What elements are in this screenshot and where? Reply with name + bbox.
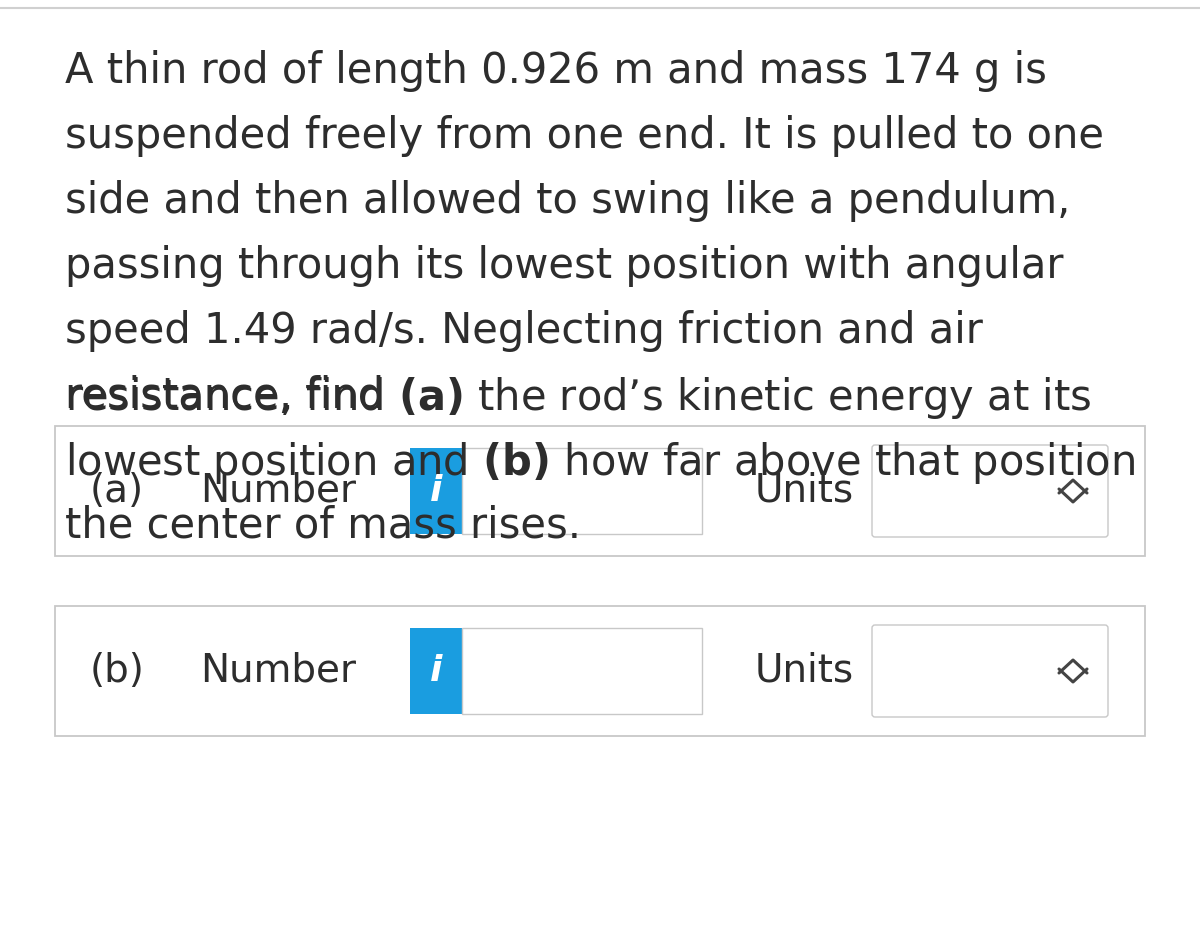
FancyBboxPatch shape — [872, 625, 1108, 717]
Text: resistance, find $\bf{(a)}$ the rod’s kinetic energy at its: resistance, find $\bf{(a)}$ the rod’s ki… — [65, 375, 1092, 421]
FancyBboxPatch shape — [55, 426, 1145, 556]
Text: (b): (b) — [90, 652, 145, 690]
FancyBboxPatch shape — [55, 606, 1145, 736]
Text: i: i — [430, 474, 442, 508]
FancyBboxPatch shape — [410, 448, 462, 534]
FancyBboxPatch shape — [410, 628, 462, 714]
Text: resistance, find: resistance, find — [65, 375, 397, 417]
Text: Number: Number — [200, 652, 356, 690]
Text: Units: Units — [755, 472, 854, 510]
Text: lowest position and $\bf{(b)}$ how far above that position: lowest position and $\bf{(b)}$ how far a… — [65, 440, 1135, 486]
Text: passing through its lowest position with angular: passing through its lowest position with… — [65, 245, 1063, 287]
Text: (a): (a) — [90, 472, 144, 510]
Text: side and then allowed to swing like a pendulum,: side and then allowed to swing like a pe… — [65, 180, 1070, 222]
Text: Number: Number — [200, 472, 356, 510]
Text: A thin rod of length 0.926 m and mass 174 g is: A thin rod of length 0.926 m and mass 17… — [65, 50, 1046, 92]
FancyBboxPatch shape — [872, 445, 1108, 537]
Text: the center of mass rises.: the center of mass rises. — [65, 505, 581, 547]
FancyBboxPatch shape — [462, 448, 702, 534]
Text: Units: Units — [755, 652, 854, 690]
Text: suspended freely from one end. It is pulled to one: suspended freely from one end. It is pul… — [65, 115, 1104, 157]
FancyBboxPatch shape — [462, 628, 702, 714]
Text: i: i — [430, 654, 442, 688]
Text: speed 1.49 rad/s. Neglecting friction and air: speed 1.49 rad/s. Neglecting friction an… — [65, 310, 983, 352]
